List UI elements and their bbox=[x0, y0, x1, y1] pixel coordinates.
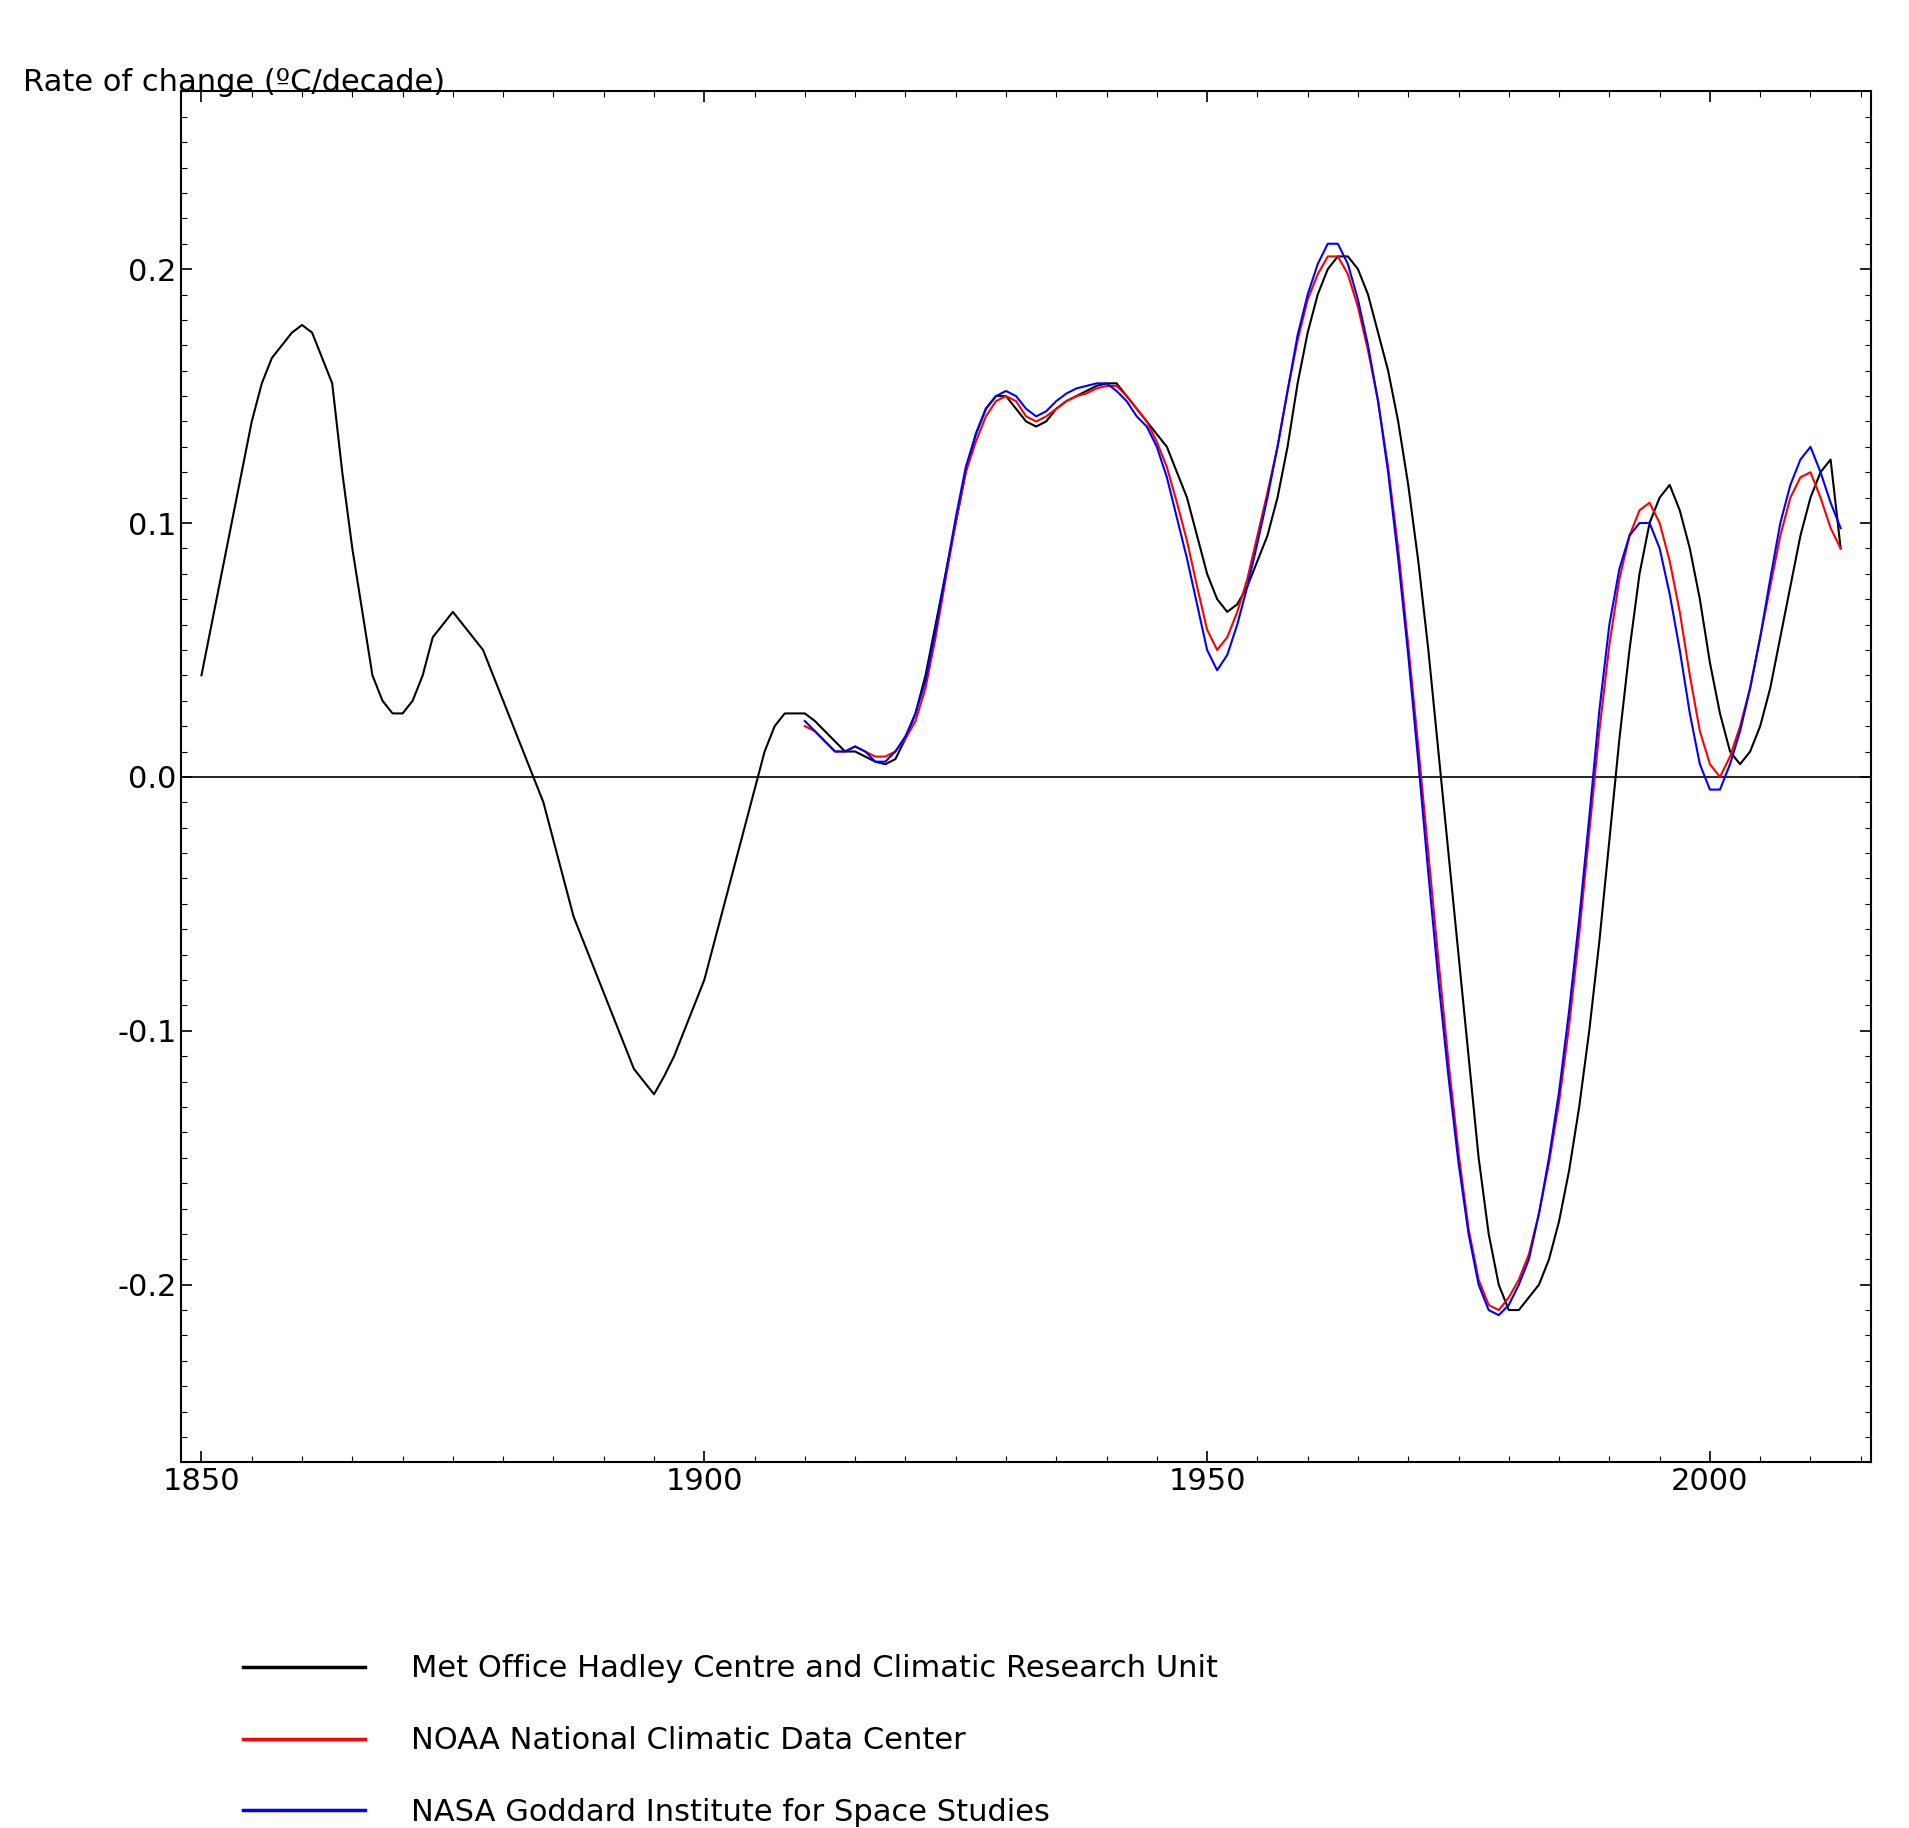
Text: Rate of change (ºC/decade): Rate of change (ºC/decade) bbox=[23, 68, 445, 97]
Legend: Met Office Hadley Centre and Climatic Research Unit, NOAA National Climatic Data: Met Office Hadley Centre and Climatic Re… bbox=[231, 1642, 1229, 1828]
